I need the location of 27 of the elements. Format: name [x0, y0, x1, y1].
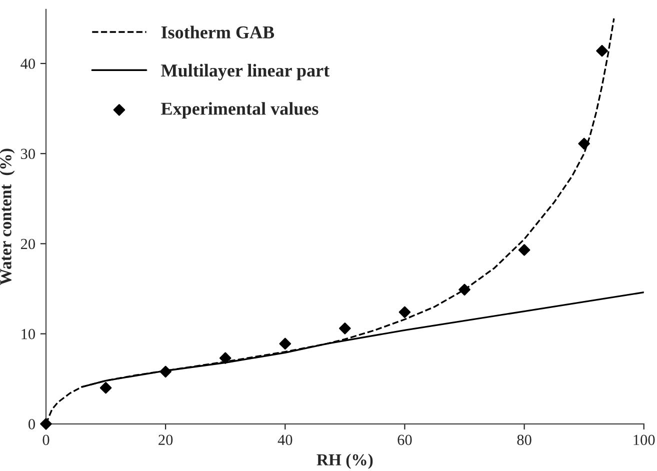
- x-tick-label: 20: [158, 434, 173, 446]
- point: [518, 244, 530, 256]
- point: [160, 366, 172, 378]
- legend-label: Isotherm GAB: [161, 26, 274, 38]
- legend-label: Experimental values: [161, 102, 318, 119]
- y-tick-label: 40: [20, 58, 35, 69]
- x-tick-label: 40: [278, 434, 292, 446]
- point: [100, 382, 112, 394]
- point: [219, 352, 232, 364]
- y-tick-label: 0: [28, 419, 35, 430]
- point: [578, 138, 590, 150]
- legend-label: Multilayer linear part: [161, 64, 330, 80]
- y-tick-label: 30: [21, 148, 35, 160]
- y-axis-title: Water content (%): [0, 148, 15, 286]
- y-tick-label: 10: [22, 328, 35, 340]
- point: [339, 322, 351, 334]
- x-tick-label: 60: [398, 434, 412, 446]
- point: [398, 306, 411, 318]
- point: [596, 44, 608, 57]
- point: [458, 284, 470, 296]
- point: [40, 418, 52, 430]
- x-tick-label: 0: [42, 434, 50, 446]
- x-axis-title: RH (%): [316, 454, 373, 469]
- x-tick-label: 100: [634, 434, 655, 446]
- x-tick-label: 80: [517, 434, 532, 446]
- point: [279, 338, 292, 350]
- y-tick-label: 20: [20, 238, 35, 250]
